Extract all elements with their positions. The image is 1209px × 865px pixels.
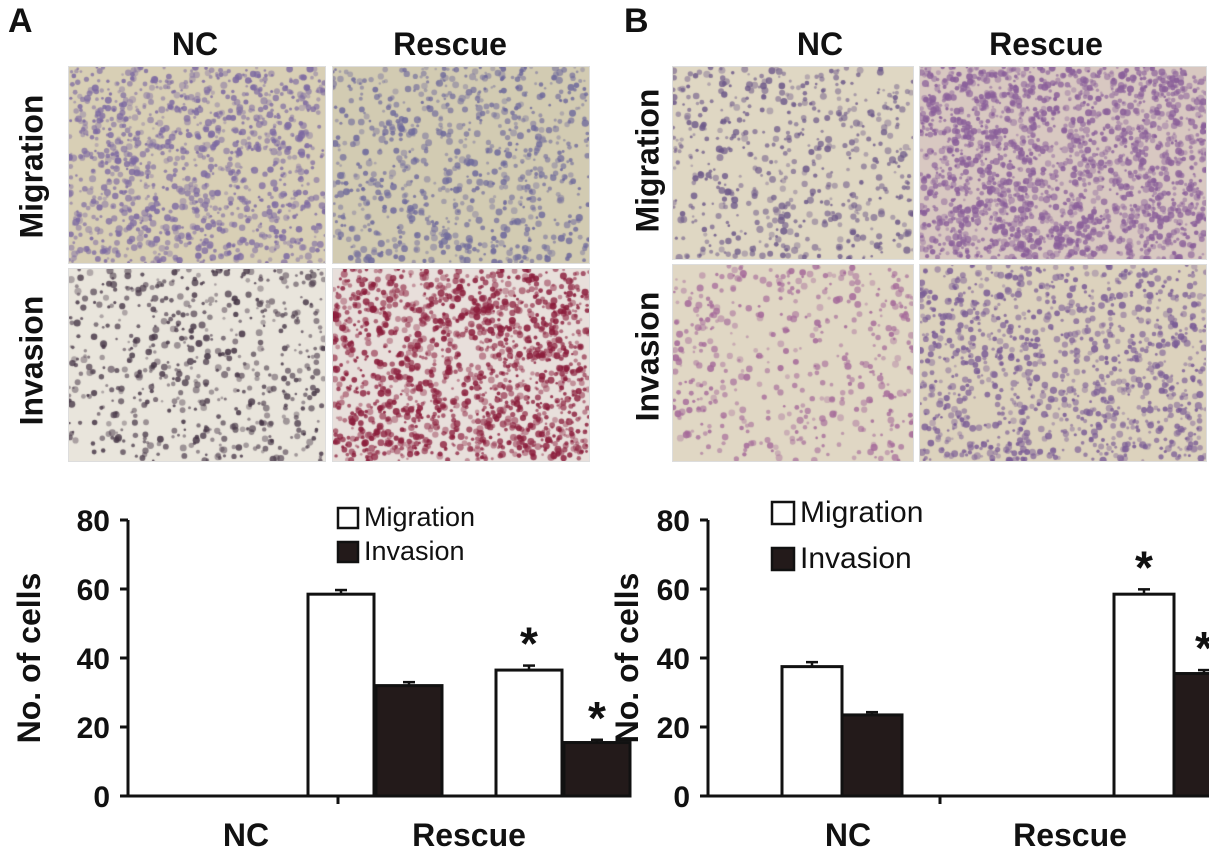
bar-invasion-rescue [562,741,632,798]
y-tick-label: 20 [657,712,690,745]
y-axis-label: No. of cells [11,573,47,744]
y-tick-label: 60 [657,574,690,607]
significance-marker: * [1195,622,1209,674]
column-label-nc: NC [796,26,844,62]
significance-marker: * [1135,541,1153,593]
micrograph-nc-migration [672,66,914,260]
x-tick-label: Rescue [1013,817,1127,853]
panel-letter: B [624,2,649,40]
micrograph-rescue-invasion [332,268,590,462]
y-tick-label: 0 [93,781,110,814]
row-label-invasion: Invasion [13,295,50,426]
y-tick-label: 0 [673,781,690,814]
row-label-migration: Migration [13,94,50,239]
legend-label-invasion: Invasion [364,536,465,566]
micrograph-rescue-migration [919,66,1207,260]
bar-invasion-nc [840,713,904,798]
column-label-rescue: Rescue [989,26,1103,62]
y-tick-label: 80 [77,505,110,538]
bar-chart-b: 0 20 40 60 80 No. of cells NC Rescue * * Migration… [609,496,1209,853]
legend-swatch-migration [770,500,796,526]
x-tick-label: Rescue [412,817,526,853]
y-tick-label: 40 [657,643,690,676]
legend-swatch-invasion [336,540,360,564]
x-tick-label: NC [223,817,269,853]
legend-label-invasion: Invasion [800,542,912,575]
y-tick-label: 60 [77,574,110,607]
micrograph-nc-invasion [68,268,326,462]
panel-b: B NC Rescue Migration Invasion 0 20 40 60 80… [600,0,1209,865]
bar-invasion-rescue [1172,672,1209,798]
legend-label-migration: Migration [800,496,923,529]
panel-a: A NC Rescue Migration Invasion 0 20 40 60 80… [0,0,632,865]
y-tick-label: 80 [657,505,690,538]
y-tick-label: 40 [77,643,110,676]
micrograph-rescue-migration [332,66,590,264]
y-axis-label: No. of cells [609,573,645,744]
legend-swatch-migration [336,506,360,530]
bar-migration-nc [780,665,844,798]
bar-migration-nc [306,592,376,798]
bar-migration-rescue [1112,592,1176,798]
significance-marker: * [520,618,538,670]
micrograph-rescue-invasion [919,264,1207,462]
bar-invasion-nc [374,684,444,798]
significance-marker: * [588,692,606,744]
row-label-migration: Migration [629,88,666,233]
micrograph-nc-invasion [672,264,914,462]
legend-label-migration: Migration [364,502,475,532]
bar-migration-rescue [494,668,564,798]
row-label-invasion: Invasion [629,291,666,422]
column-label-rescue: Rescue [393,26,507,62]
micrograph-nc-migration [68,66,326,264]
legend-swatch-invasion [770,546,796,572]
bar-chart-a: 0 20 40 60 80 No. of cells NC Rescue * * Migration… [11,502,632,853]
column-label-nc: NC [171,26,219,62]
x-tick-label: NC [825,817,871,853]
y-tick-label: 20 [77,712,110,745]
panel-letter: A [8,2,33,40]
